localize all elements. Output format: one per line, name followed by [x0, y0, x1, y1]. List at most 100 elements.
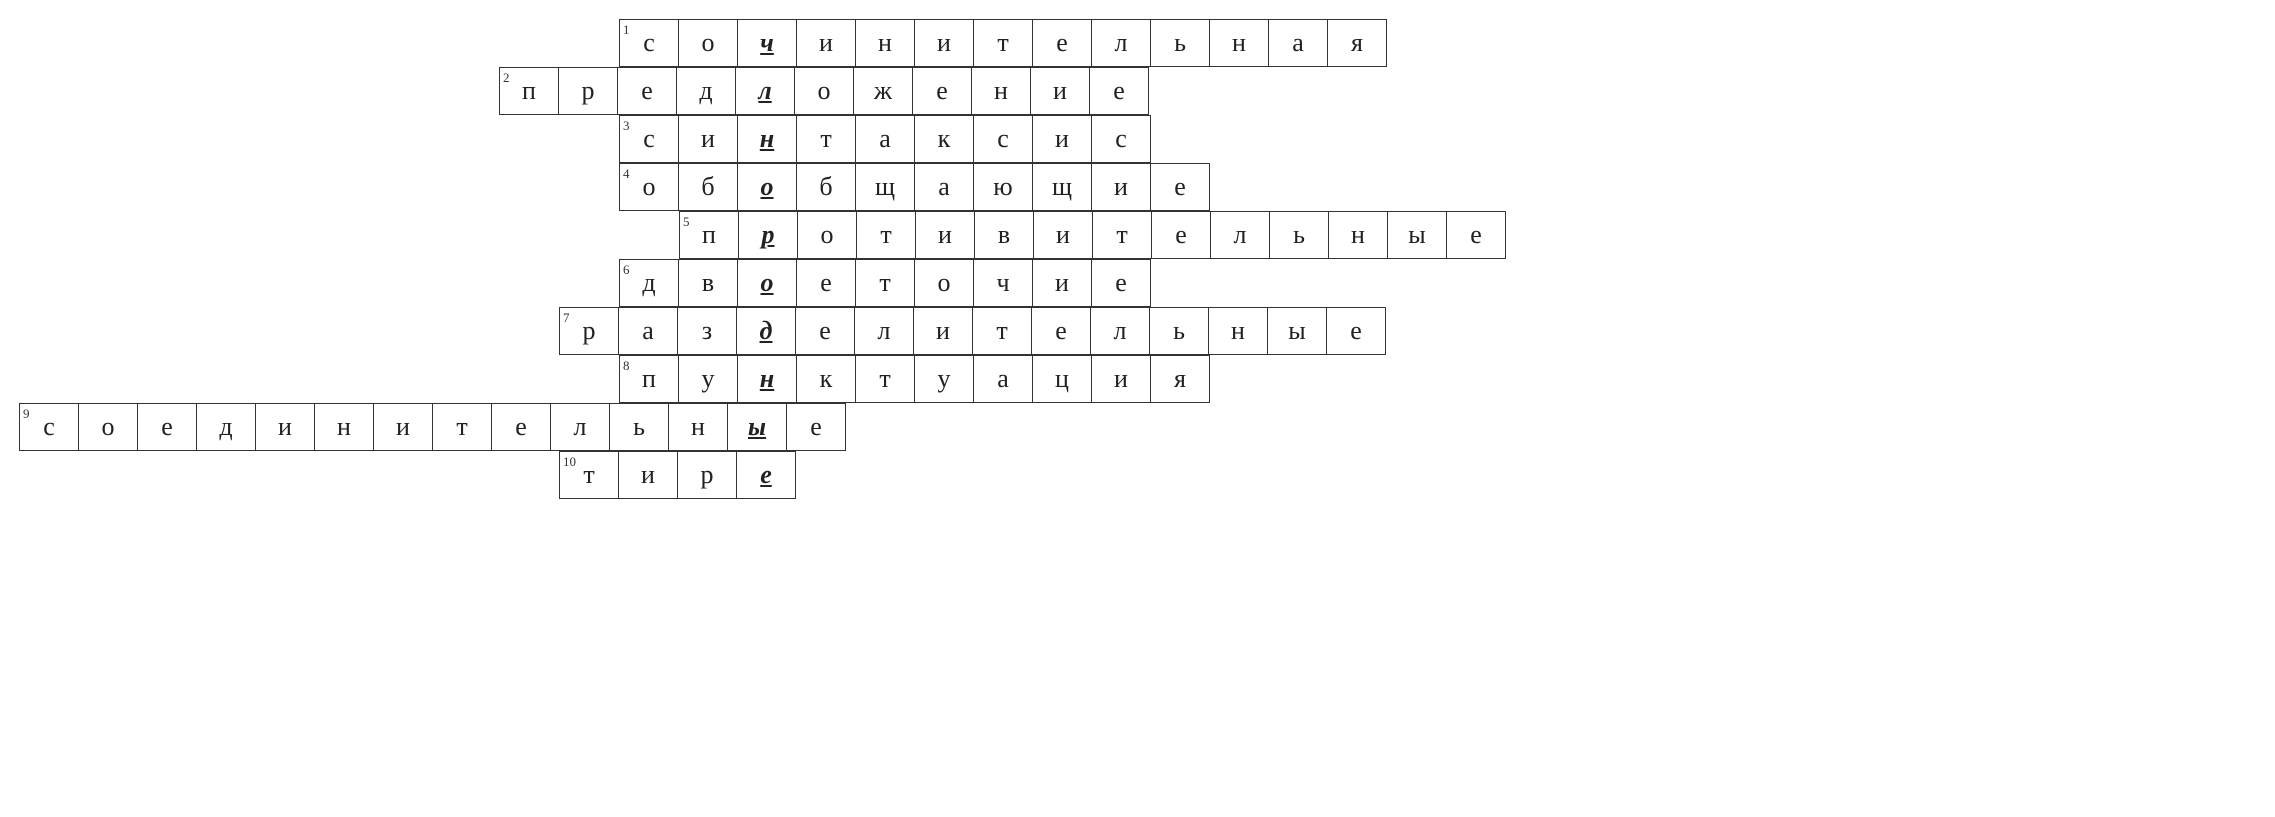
highlighted-letter: е: [760, 462, 772, 488]
cell-letter: т: [583, 462, 594, 488]
empty-spacer: [200, 452, 260, 500]
crossword-cell: е: [796, 259, 856, 307]
crossword-cell: з: [677, 307, 737, 355]
empty-spacer: [80, 308, 140, 356]
crossword-row: 6двоеточие: [20, 260, 2255, 308]
crossword-cell: и: [796, 19, 856, 67]
cell-letter: с: [43, 414, 55, 440]
cell-letter: е: [515, 414, 527, 440]
cell-letter: р: [583, 318, 596, 344]
cell-letter: е: [1115, 270, 1127, 296]
cell-letter: к: [820, 366, 833, 392]
crossword-cell: е: [736, 451, 796, 499]
empty-spacer: [260, 20, 320, 68]
cell-letter: е: [819, 318, 831, 344]
empty-spacer: [260, 356, 320, 404]
cell-letter: а: [1292, 30, 1304, 56]
crossword-cell: а: [973, 355, 1033, 403]
crossword-cell: 4о: [619, 163, 679, 211]
cell-letter: и: [1114, 366, 1128, 392]
clue-number: 1: [623, 22, 630, 38]
clue-number: 4: [623, 166, 630, 182]
crossword-cell: и: [913, 307, 973, 355]
cell-letter: в: [702, 270, 714, 296]
cell-letter: ь: [1293, 222, 1305, 248]
empty-spacer: [80, 20, 140, 68]
empty-spacer: [440, 116, 500, 164]
cell-letter: щ: [875, 174, 895, 200]
empty-spacer: [560, 212, 620, 260]
crossword-cell: с: [973, 115, 1033, 163]
crossword-cell: б: [678, 163, 738, 211]
empty-spacer: [260, 164, 320, 212]
cell-letter: е: [1175, 222, 1187, 248]
clue-number: 3: [623, 118, 630, 134]
empty-spacer: [200, 164, 260, 212]
crossword-cell: е: [1089, 67, 1149, 115]
cell-letter: у: [938, 366, 951, 392]
empty-spacer: [500, 164, 560, 212]
crossword-cell: 8п: [619, 355, 679, 403]
empty-spacer: [140, 452, 200, 500]
clue-number: 9: [23, 406, 30, 422]
cell-letter: я: [1351, 30, 1363, 56]
empty-spacer: [560, 116, 620, 164]
cell-letter: л: [1115, 30, 1128, 56]
cell-letter: н: [994, 78, 1008, 104]
crossword-cell: и: [1033, 211, 1093, 259]
crossword-cell: 6д: [619, 259, 679, 307]
cell-letter: ж: [874, 78, 892, 104]
empty-spacer: [20, 164, 80, 212]
empty-spacer: [320, 116, 380, 164]
clue-number: 8: [623, 358, 630, 374]
cell-letter: т: [997, 30, 1008, 56]
empty-spacer: [80, 356, 140, 404]
cell-letter: и: [1056, 222, 1070, 248]
crossword-cell: ч: [973, 259, 1033, 307]
crossword-cell: ю: [973, 163, 1033, 211]
cell-letter: д: [642, 270, 655, 296]
cell-letter: с: [643, 30, 655, 56]
empty-spacer: [20, 68, 80, 116]
cell-letter: и: [938, 222, 952, 248]
empty-spacer: [260, 116, 320, 164]
empty-spacer: [20, 212, 80, 260]
cell-letter: е: [820, 270, 832, 296]
crossword-cell: л: [1090, 307, 1150, 355]
empty-spacer: [560, 260, 620, 308]
empty-spacer: [500, 308, 560, 356]
cell-letter: е: [1113, 78, 1125, 104]
empty-spacer: [500, 260, 560, 308]
crossword-cell: н: [971, 67, 1031, 115]
empty-spacer: [200, 308, 260, 356]
crossword-cell: ы: [1387, 211, 1447, 259]
empty-spacer: [500, 452, 560, 500]
empty-spacer: [80, 164, 140, 212]
crossword-cell: н: [1328, 211, 1388, 259]
crossword-cell: т: [855, 259, 915, 307]
cell-letter: и: [641, 462, 655, 488]
empty-spacer: [440, 308, 500, 356]
crossword-cell: л: [735, 67, 795, 115]
cell-letter: о: [643, 174, 656, 200]
cell-letter: о: [818, 78, 831, 104]
highlighted-letter: н: [760, 126, 774, 152]
crossword-cell: а: [855, 115, 915, 163]
crossword-row: 3синтаксис: [20, 116, 2255, 164]
crossword-row: 9соединительные: [20, 404, 2255, 452]
crossword-cell: т: [856, 211, 916, 259]
crossword-cell: а: [618, 307, 678, 355]
empty-spacer: [440, 260, 500, 308]
empty-spacer: [140, 308, 200, 356]
cell-letter: о: [702, 30, 715, 56]
cell-letter: с: [997, 126, 1009, 152]
cell-letter: т: [879, 270, 890, 296]
empty-spacer: [140, 356, 200, 404]
crossword-cell: н: [1209, 19, 1269, 67]
crossword-cell: о: [678, 19, 738, 67]
cell-letter: и: [937, 30, 951, 56]
cell-letter: п: [522, 78, 536, 104]
highlighted-letter: о: [761, 174, 774, 200]
cell-letter: п: [642, 366, 656, 392]
empty-spacer: [320, 212, 380, 260]
